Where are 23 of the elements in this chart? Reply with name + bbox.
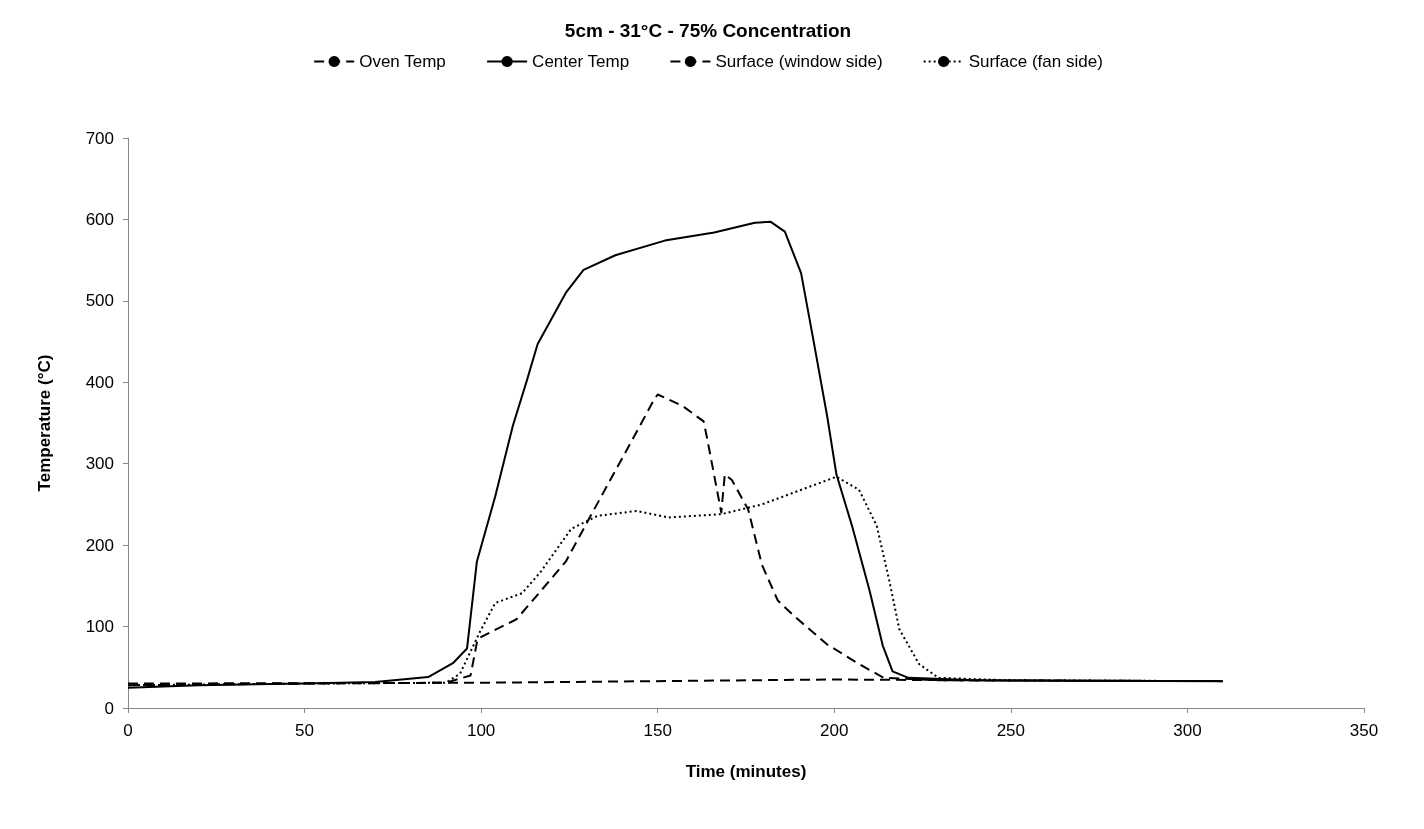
chart-title: 5cm - 31°C - 75% Concentration [564, 20, 852, 41]
legend-label: Center Temp [532, 52, 630, 71]
x-axis-title: Time (minutes) [685, 762, 807, 781]
y-tick-label: 600 [85, 209, 114, 229]
x-tick-label: 100 [466, 721, 496, 740]
legend-label: Surface (fan side) [968, 52, 1103, 71]
y-tick-label: 100 [85, 617, 114, 637]
legend-label: Oven Temp [359, 52, 446, 71]
legend-label: Surface (window side) [715, 52, 883, 71]
y-tick-label: 700 [85, 128, 114, 148]
x-tick-label: 300 [1173, 721, 1202, 740]
x-tick-label: 50 [295, 721, 315, 740]
x-tick-label: 350 [1349, 721, 1379, 740]
x-tick-label: 150 [643, 721, 672, 740]
y-axis-title: Temperature (°C) [35, 354, 54, 492]
x-tick-label: 0 [123, 721, 133, 740]
y-tick-label: 400 [85, 372, 114, 392]
y-tick-label: 500 [85, 291, 114, 311]
y-tick-label: 0 [104, 698, 114, 718]
y-tick-label: 200 [85, 535, 114, 555]
y-tick-label: 300 [85, 454, 114, 474]
x-tick-label: 200 [820, 721, 849, 740]
x-tick-label: 250 [996, 721, 1026, 740]
